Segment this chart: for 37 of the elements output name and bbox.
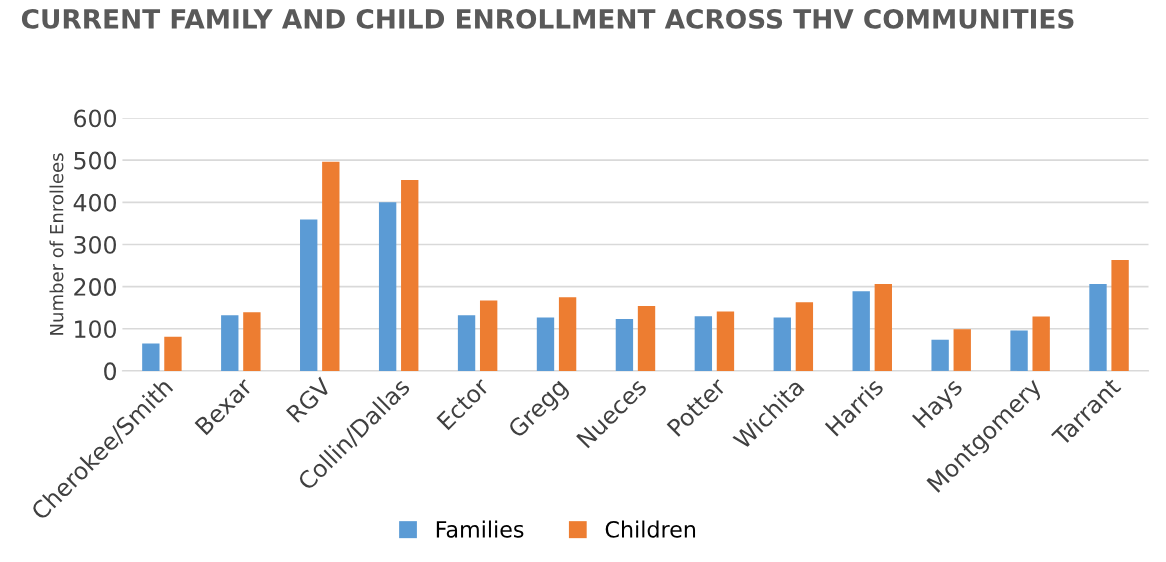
bar [795, 302, 814, 371]
bar [558, 297, 577, 371]
bar [479, 300, 498, 371]
y-tick-label: 400 [73, 193, 116, 212]
bar [716, 311, 735, 371]
bar [874, 284, 892, 371]
bar [1010, 330, 1028, 371]
y-tick-label: 0 [104, 362, 116, 381]
bar [1111, 260, 1129, 371]
y-axis-title: Number of Enrollees [49, 153, 64, 335]
bar [536, 317, 555, 371]
bar [457, 315, 476, 371]
bar [322, 161, 340, 371]
bar [773, 317, 791, 371]
bar [164, 336, 182, 371]
y-tick-label: 300 [74, 235, 116, 254]
bar [401, 179, 419, 371]
bar [142, 343, 160, 371]
chart-title: CURRENT FAMILY AND CHILD ENROLLMENT ACROSS THV COMMUNITIES [21, 8, 1074, 29]
bar [300, 219, 318, 371]
y-tick-label: 200 [74, 278, 116, 296]
bar [221, 315, 239, 371]
bar [1089, 284, 1107, 371]
bar [615, 319, 634, 371]
y-tick-label: 100 [75, 320, 116, 339]
bar [243, 312, 261, 371]
bar [852, 291, 870, 371]
bar [378, 202, 397, 371]
y-tick-label: 500 [74, 151, 116, 170]
bar [1032, 316, 1050, 371]
bar [637, 306, 656, 371]
bar [931, 339, 949, 371]
legend-label: Children [605, 520, 696, 538]
legend-label: Families [436, 520, 524, 538]
y-tick-label: 600 [74, 109, 116, 128]
bar [953, 329, 971, 371]
bar [694, 316, 713, 371]
